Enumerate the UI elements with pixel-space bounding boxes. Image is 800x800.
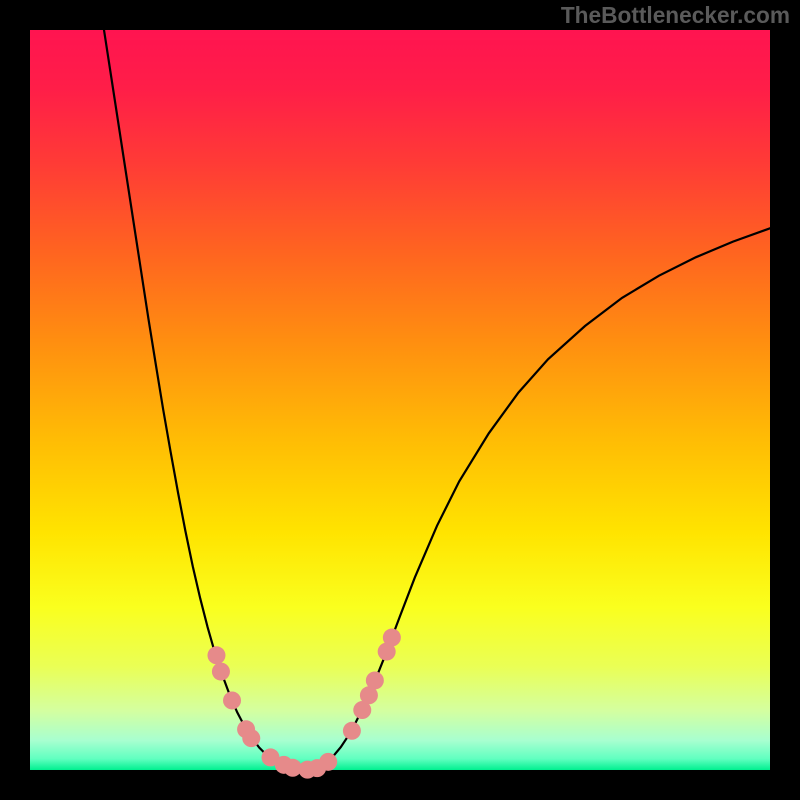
data-marker [383, 629, 401, 647]
data-marker [343, 722, 361, 740]
watermark-text: TheBottlenecker.com [561, 2, 790, 29]
data-marker [366, 671, 384, 689]
chart-plot-background [30, 30, 770, 770]
data-marker [212, 663, 230, 681]
chart-container: { "watermark": { "text": "TheBottlenecke… [0, 0, 800, 800]
data-marker [319, 753, 337, 771]
bottleneck-curve-chart [0, 0, 800, 800]
data-marker [223, 691, 241, 709]
data-marker [207, 646, 225, 664]
data-marker [242, 729, 260, 747]
